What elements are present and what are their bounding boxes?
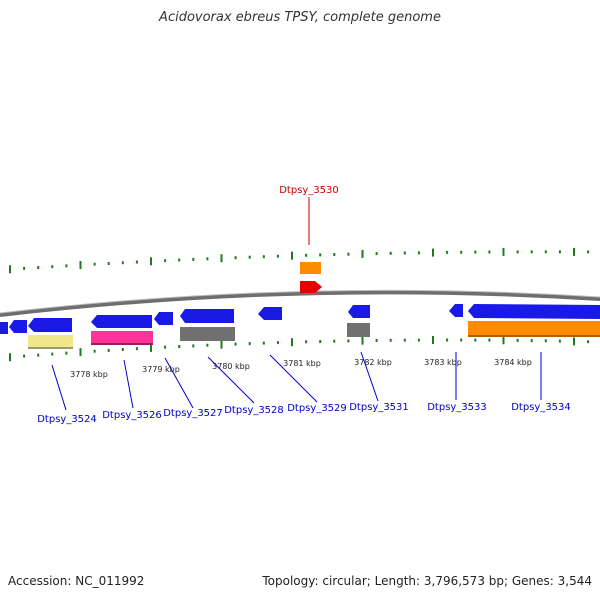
gene-label-dtpsy-3527[interactable]: Dtpsy_3527 xyxy=(163,408,223,419)
genome-summary-text: Topology: circular; Length: 3,796,573 bp… xyxy=(262,574,592,588)
feature-yellow[interactable] xyxy=(28,335,73,349)
feature-gray-1[interactable] xyxy=(180,327,235,341)
gene-arrow-dtpsy-3533[interactable] xyxy=(449,304,463,317)
gene-label-dtpsy-3533[interactable]: Dtpsy_3533 xyxy=(427,402,487,413)
gene-label-dtpsy-3529[interactable]: Dtpsy_3529 xyxy=(287,403,347,414)
gene-arrow-dtpsy-3527[interactable] xyxy=(154,312,173,325)
gene-label-dtpsy-3526[interactable]: Dtpsy_3526 xyxy=(102,410,162,421)
kbp-tick-3779: 3779 kbp xyxy=(142,365,180,374)
feature-yellow-shadow xyxy=(28,347,73,349)
accession-text: Accession: NC_011992 xyxy=(8,574,145,588)
gene-dtpsy-3530-arrow[interactable] xyxy=(300,281,322,293)
feature-gray-2[interactable] xyxy=(347,323,370,337)
feature-orange-lower[interactable] xyxy=(468,321,600,337)
kbp-tick-3783: 3783 kbp xyxy=(424,358,462,367)
feature-pink-shadow xyxy=(91,343,153,345)
gene-arrow-2[interactable] xyxy=(9,320,27,333)
lower-tick-row xyxy=(9,336,590,362)
gene-label-dtpsy-3524[interactable]: Dtpsy_3524 xyxy=(37,414,97,425)
map-title: Acidovorax ebreus TPSY, complete genome xyxy=(159,10,441,25)
gene-label-dtpsy-3530[interactable]: Dtpsy_3530 xyxy=(279,185,339,196)
gene-arrow-dtpsy-3526[interactable] xyxy=(91,315,152,328)
gene-label-dtpsy-3534[interactable]: Dtpsy_3534 xyxy=(511,402,571,413)
kbp-tick-3780: 3780 kbp xyxy=(212,362,250,371)
kbp-tick-3781: 3781 kbp xyxy=(283,359,321,368)
feature-orange-lower-shadow xyxy=(468,335,600,337)
gene-label-dtpsy-3528[interactable]: Dtpsy_3528 xyxy=(224,405,284,416)
gene-arrow-dtpsy-3528[interactable] xyxy=(180,309,234,323)
gene-arrow-dtpsy-3529[interactable] xyxy=(258,307,282,320)
gene-arrow-dtpsy-3531[interactable] xyxy=(348,305,370,318)
gene-arrow-1[interactable] xyxy=(0,322,8,334)
gene-orange-upper[interactable] xyxy=(300,262,321,274)
gene-label-dtpsy-3531[interactable]: Dtpsy_3531 xyxy=(349,402,409,413)
gene-arrow-dtpsy-3524[interactable] xyxy=(28,318,72,332)
gene-arrow-dtpsy-3534[interactable] xyxy=(468,304,600,319)
label-leader-lines xyxy=(51,351,542,411)
kbp-tick-3778: 3778 kbp xyxy=(70,370,108,379)
kbp-tick-3782: 3782 kbp xyxy=(354,358,392,367)
genome-backbone xyxy=(0,290,600,317)
upper-tick-row xyxy=(9,247,590,274)
kbp-tick-3784: 3784 kbp xyxy=(494,358,532,367)
feature-pink[interactable] xyxy=(91,331,153,345)
